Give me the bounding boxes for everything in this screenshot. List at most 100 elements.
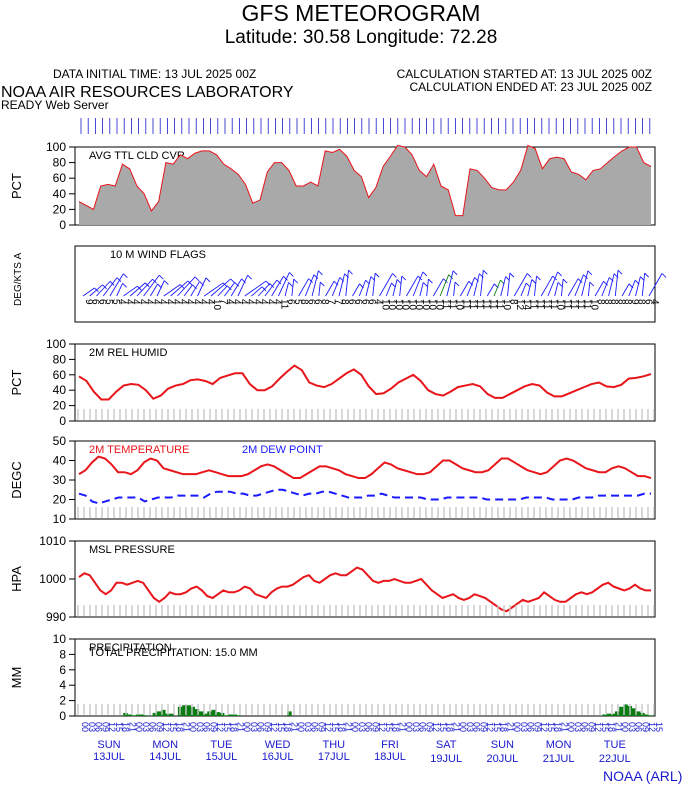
y-tick-label: 4 [59,678,66,692]
hour-label: 12 [539,722,549,732]
y-tick-label: 100 [46,140,66,154]
day-of-week: TUE [210,739,232,751]
wind-speed-label: 4 [272,299,283,305]
hour-label: 15 [654,722,664,732]
wind-speed-label: 11 [561,299,572,310]
hour-label: 18 [499,722,509,732]
panel-ylabel: PCT [9,369,24,395]
wind-barb-flag [525,282,531,288]
wind-barb [244,280,267,297]
wind-speed-label: 11 [460,299,471,310]
wind-barb [385,282,392,297]
wind-speed-label: 4 [123,299,134,305]
wind-speed-label: 11 [481,299,492,310]
wind-barb [587,282,591,297]
page-subtitle: Latitude: 30.58 Longitude: 72.28 [225,27,498,48]
wind-barb-flag [428,278,433,284]
wind-speed-label: 11 [568,299,579,310]
hour-label: 12 [107,722,117,732]
precip-bar [127,714,132,716]
wind-barb [237,274,249,297]
wind-barb [224,282,236,297]
wind-speed-label: 7 [326,299,337,305]
precip-bar [644,714,649,716]
hour-label: 18 [283,722,293,732]
wind-speed-label: 8 [622,299,633,305]
panel-ylabel: MM [9,667,24,689]
wind-barb-flag [391,282,396,288]
cloud-top-labels [80,118,651,134]
y-tick-label: 40 [53,383,67,397]
wind-speed-label: 4 [245,299,256,305]
panel-ylabel: DEG/KTS [13,262,24,306]
wind-barb [594,281,604,297]
hour-label: 06 [148,722,158,732]
hour-label: 00 [458,722,468,732]
wind-speed-label: 8 [508,299,519,305]
wind-barb [82,287,95,297]
hour-label: 03 [519,722,529,732]
wind-speed-label: 10 [211,299,222,311]
wind-barb [419,282,424,297]
wind-speed-label: 8 [319,299,330,305]
wind-barb-flag [308,278,313,283]
hour-label: 09 [370,722,380,732]
wind-barb [143,274,160,297]
y-tick-label: 0 [59,414,66,428]
day-of-week: MON [152,739,178,751]
hour-label: 12 [485,722,495,732]
y-tick-label: 50 [53,434,67,448]
wind-speed-label: 11 [278,299,289,310]
hour-label: 06 [526,722,536,732]
wind-barb-flag [276,279,282,285]
day-of-week: SUN [491,739,514,751]
wind-barb [257,283,271,297]
hour-label: 21 [559,722,569,732]
wind-speed-label: 4 [649,299,660,305]
panel-title: AVG TTL CLD CVR [89,150,185,162]
wind-barb [628,280,636,297]
wind-barb [500,276,507,297]
y-tick-label: 40 [53,454,67,468]
wind-speed-label: 11 [494,299,505,310]
time-axis: 0003060912151821000306091215182100030609… [80,722,664,765]
wind-barb-flag [443,278,448,283]
day-of-week: MON [546,739,572,751]
day-date: 13JUL [93,751,125,763]
y-tick-label: 6 [59,663,66,677]
day-of-week: SAT [436,739,457,751]
wind-barb-flag [318,270,323,276]
wind-barb-flag [261,286,267,292]
panel-ylabel: DEGC [9,461,24,499]
hour-label: 12 [647,722,657,732]
wind-speed-label: 5 [110,299,121,305]
precip-bar [135,714,141,716]
wind-barb [149,283,158,297]
y-tick-label: 20 [53,399,67,413]
wind-barb-flag [234,282,240,287]
wind-barb-flag [283,275,288,281]
wind-speed-label: 4 [137,299,148,305]
wind-barb [136,278,153,297]
wind-speed-label: 4 [191,299,202,305]
wind-barb [513,273,528,297]
hour-label: 00 [512,722,522,732]
wind-barb [406,275,419,297]
precip-bar [232,714,238,716]
y-tick-label: 40 [53,187,67,201]
wind-speed-label: 6 [312,299,323,305]
wind-barb [372,273,376,297]
wind-barb-flag [392,273,397,278]
wind-speed-label: 10 [413,299,424,311]
wind-barb [392,279,398,297]
wind-barb [358,280,367,297]
wind-barb [190,281,200,297]
lab-name: NOAA AIR RESOURCES LABORATORY [1,84,294,101]
wind-barb [210,278,231,297]
wind-speed-label: 8 [615,299,626,305]
wind-barb-flag [374,272,380,278]
y-tick-label: 60 [53,171,67,185]
day-of-week: SUN [97,739,120,751]
hour-label: 21 [235,722,245,732]
y-tick-label: 0 [59,218,66,232]
